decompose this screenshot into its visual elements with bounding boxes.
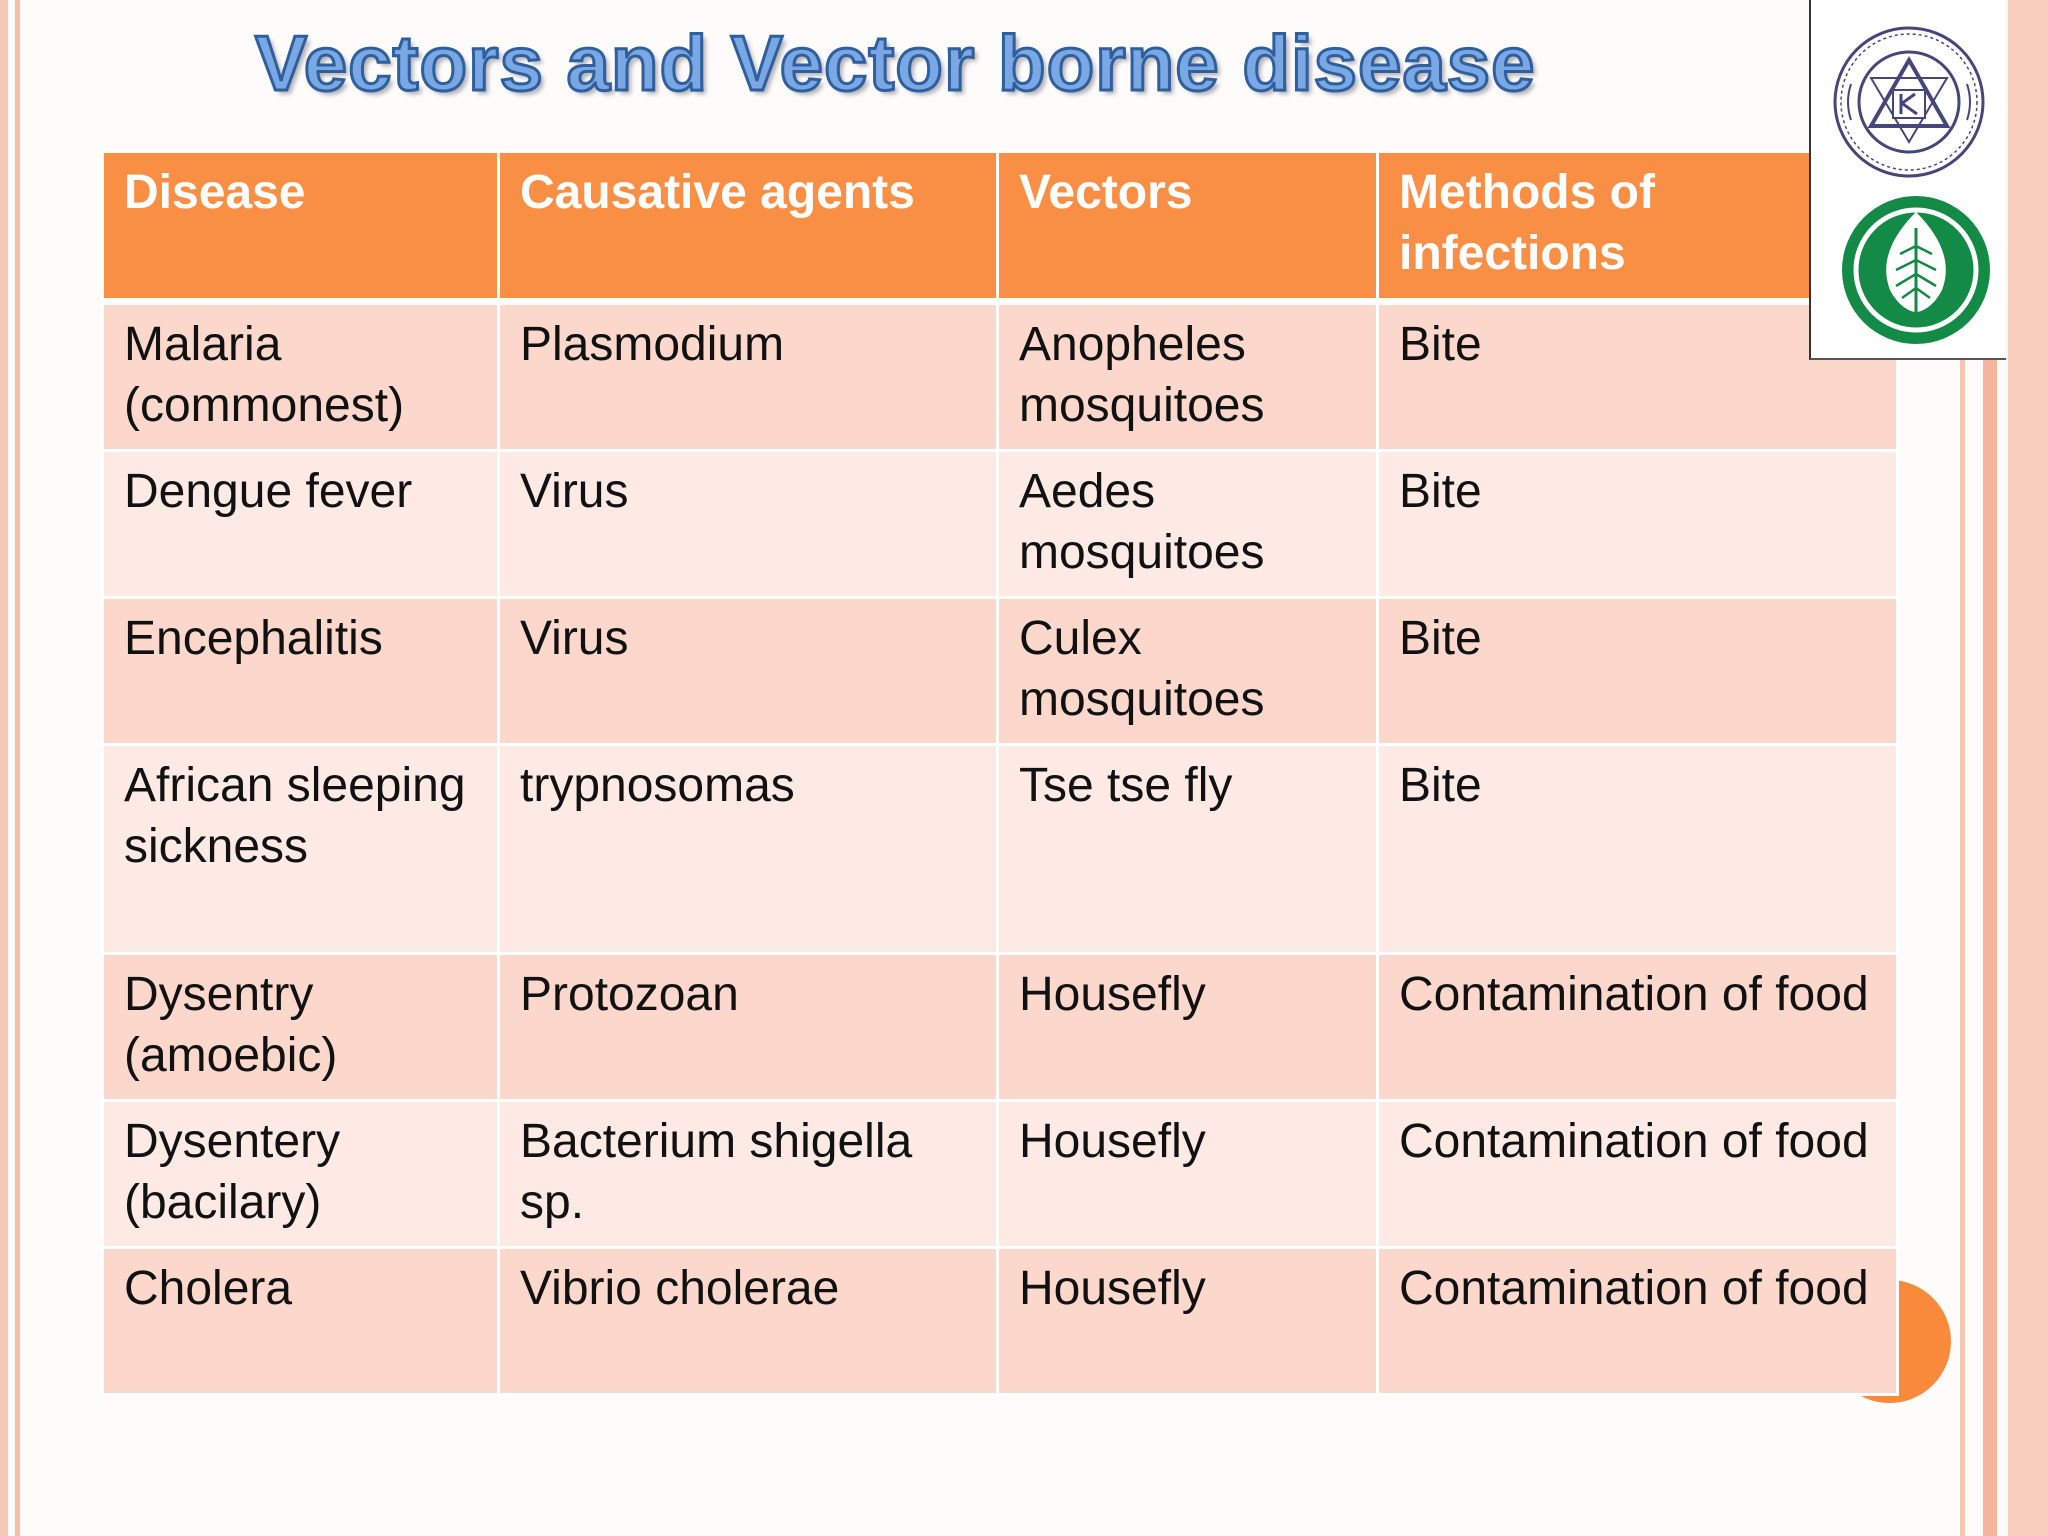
cell-vector: Aedes mosquitoes: [996, 449, 1379, 599]
slide-title: Vectors and Vector borne disease: [254, 18, 1537, 109]
left-decorative-stripe: [15, 0, 20, 1536]
header-disease: Disease: [101, 150, 500, 305]
cell-causative-agent: Plasmodium: [497, 300, 999, 452]
cell-method: Contamination of food: [1376, 952, 1899, 1102]
cell-causative-agent: Vibrio cholerae: [497, 1246, 999, 1396]
table-row: African sleeping sickness trypnosomas Ts…: [101, 743, 1899, 955]
cell-method: Contamination of food: [1376, 1099, 1899, 1249]
cell-disease: Dysentry (amoebic): [101, 952, 500, 1102]
table-row: Malaria (commonest) Plasmodium Anopheles…: [101, 300, 1899, 452]
cell-method: Bite: [1376, 743, 1899, 955]
header-vectors: Vectors: [996, 150, 1379, 305]
cell-disease: Dysentery (bacilary): [101, 1099, 500, 1249]
cell-causative-agent: Bacterium shigella sp.: [497, 1099, 999, 1249]
cell-disease: Dengue fever: [101, 449, 500, 599]
table-row: Encephalitis Virus Culex mosquitoes Bite: [101, 596, 1899, 746]
header-methods-of-infections: Methods of infections: [1376, 150, 1899, 305]
cell-vector: Anopheles mosquitoes: [996, 300, 1379, 452]
cell-causative-agent: Virus: [497, 449, 999, 599]
logo-panel: [1809, 0, 2006, 360]
cell-disease: Malaria (commonest): [101, 300, 500, 452]
cell-vector: Housefly: [996, 1099, 1379, 1249]
cell-causative-agent: Protozoan: [497, 952, 999, 1102]
cell-method: Bite: [1376, 449, 1899, 599]
university-seal-icon: [1833, 26, 1985, 178]
right-decorative-stripe: [1960, 0, 1965, 1536]
cell-disease: Cholera: [101, 1246, 500, 1396]
cell-disease: Encephalitis: [101, 596, 500, 746]
cell-method: Contamination of food: [1376, 1246, 1899, 1396]
cell-causative-agent: trypnosomas: [497, 743, 999, 955]
cell-method: Bite: [1376, 596, 1899, 746]
leaf-emblem-icon: [1842, 196, 1990, 344]
left-decorative-bar: [0, 0, 8, 1536]
header-causative-agents: Causative agents: [497, 150, 999, 305]
right-decorative-bar: [1983, 0, 1997, 1536]
table-header-row: Disease Causative agents Vectors Methods…: [101, 150, 1899, 305]
table-row: Dysentery (bacilary) Bacterium shigella …: [101, 1099, 1899, 1249]
cell-disease: African sleeping sickness: [101, 743, 500, 955]
table-row: Dengue fever Virus Aedes mosquitoes Bite: [101, 449, 1899, 599]
cell-vector: Housefly: [996, 952, 1379, 1102]
table-row: Dysentry (amoebic) Protozoan Housefly Co…: [101, 952, 1899, 1102]
cell-causative-agent: Virus: [497, 596, 999, 746]
cell-vector: Tse tse fly: [996, 743, 1379, 955]
right-decorative-band: [2008, 0, 2048, 1536]
disease-table: Disease Causative agents Vectors Methods…: [101, 150, 1899, 1396]
cell-vector: Culex mosquitoes: [996, 596, 1379, 746]
cell-vector: Housefly: [996, 1246, 1379, 1396]
table-row: Cholera Vibrio cholerae Housefly Contami…: [101, 1246, 1899, 1396]
